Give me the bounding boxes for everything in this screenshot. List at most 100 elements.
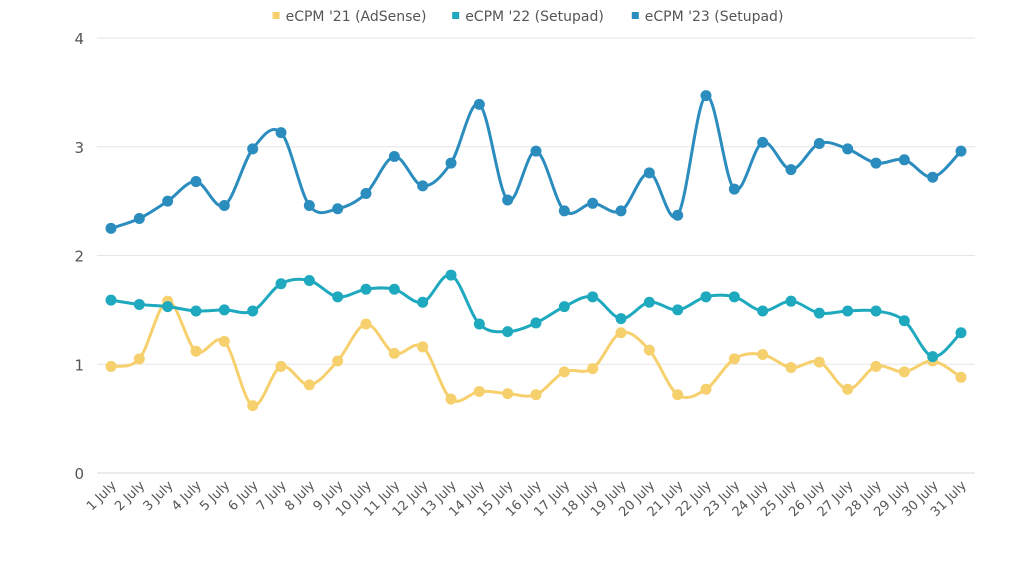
data-point[interactable] bbox=[190, 345, 202, 357]
legend-item[interactable]: eCPM '21 (AdSense) bbox=[272, 9, 427, 25]
data-point[interactable] bbox=[502, 194, 514, 206]
data-point[interactable] bbox=[417, 296, 429, 308]
data-point[interactable] bbox=[558, 301, 570, 313]
data-point[interactable] bbox=[388, 347, 400, 359]
data-point[interactable] bbox=[247, 305, 259, 317]
data-point[interactable] bbox=[218, 199, 230, 211]
data-point[interactable] bbox=[247, 400, 259, 412]
data-point[interactable] bbox=[842, 383, 854, 395]
legend-item[interactable]: eCPM '23 (Setupad) bbox=[631, 9, 784, 25]
data-point[interactable] bbox=[275, 127, 287, 139]
data-point[interactable] bbox=[247, 143, 259, 155]
data-point[interactable] bbox=[473, 318, 485, 330]
data-point[interactable] bbox=[785, 164, 797, 176]
data-point[interactable] bbox=[275, 278, 287, 290]
data-point[interactable] bbox=[162, 195, 174, 207]
data-point[interactable] bbox=[587, 363, 599, 375]
data-point[interactable] bbox=[473, 98, 485, 110]
data-point[interactable] bbox=[162, 301, 174, 313]
data-point[interactable] bbox=[360, 188, 372, 200]
data-point[interactable] bbox=[898, 154, 910, 166]
data-point[interactable] bbox=[133, 298, 145, 310]
data-point[interactable] bbox=[218, 335, 230, 347]
data-point[interactable] bbox=[870, 305, 882, 317]
data-point[interactable] bbox=[672, 304, 684, 316]
data-point[interactable] bbox=[218, 304, 230, 316]
data-point[interactable] bbox=[275, 360, 287, 372]
data-point[interactable] bbox=[388, 283, 400, 295]
data-point[interactable] bbox=[303, 275, 315, 287]
data-point[interactable] bbox=[105, 294, 117, 306]
data-point[interactable] bbox=[303, 379, 315, 391]
data-point[interactable] bbox=[643, 344, 655, 356]
y-tick-label: 4 bbox=[74, 30, 84, 48]
data-point[interactable] bbox=[785, 362, 797, 374]
data-point[interactable] bbox=[757, 136, 769, 148]
data-point[interactable] bbox=[785, 295, 797, 307]
data-point[interactable] bbox=[445, 269, 457, 281]
data-point[interactable] bbox=[445, 393, 457, 405]
data-point[interactable] bbox=[105, 222, 117, 234]
data-point[interactable] bbox=[813, 356, 825, 368]
data-point[interactable] bbox=[615, 205, 627, 217]
data-point[interactable] bbox=[360, 283, 372, 295]
data-point[interactable] bbox=[360, 318, 372, 330]
data-point[interactable] bbox=[615, 313, 627, 325]
data-point[interactable] bbox=[955, 145, 967, 157]
data-point[interactable] bbox=[502, 388, 514, 400]
data-point[interactable] bbox=[898, 315, 910, 327]
data-point[interactable] bbox=[587, 197, 599, 209]
data-point[interactable] bbox=[332, 291, 344, 303]
data-point[interactable] bbox=[757, 348, 769, 360]
data-point[interactable] bbox=[728, 183, 740, 195]
data-point[interactable] bbox=[332, 203, 344, 215]
data-point[interactable] bbox=[587, 291, 599, 303]
y-tick-label: 1 bbox=[74, 356, 84, 374]
data-point[interactable] bbox=[417, 180, 429, 192]
data-point[interactable] bbox=[672, 209, 684, 221]
data-point[interactable] bbox=[700, 291, 712, 303]
data-point[interactable] bbox=[558, 366, 570, 378]
data-point[interactable] bbox=[643, 296, 655, 308]
data-point[interactable] bbox=[332, 355, 344, 367]
data-point[interactable] bbox=[133, 353, 145, 365]
data-point[interactable] bbox=[303, 199, 315, 211]
data-point[interactable] bbox=[813, 137, 825, 149]
data-point[interactable] bbox=[700, 383, 712, 395]
data-point[interactable] bbox=[842, 143, 854, 155]
data-point[interactable] bbox=[955, 327, 967, 339]
data-point[interactable] bbox=[898, 366, 910, 378]
data-point[interactable] bbox=[643, 167, 655, 179]
data-point[interactable] bbox=[530, 317, 542, 329]
legend-item[interactable]: eCPM '22 (Setupad) bbox=[452, 9, 604, 25]
data-point[interactable] bbox=[445, 157, 457, 169]
x-tick-label: 4 July bbox=[169, 478, 205, 514]
legend-swatch bbox=[452, 12, 460, 19]
data-point[interactable] bbox=[133, 213, 145, 225]
data-point[interactable] bbox=[530, 145, 542, 157]
data-point[interactable] bbox=[615, 327, 627, 339]
data-point[interactable] bbox=[473, 385, 485, 397]
data-point[interactable] bbox=[672, 389, 684, 401]
data-point[interactable] bbox=[927, 351, 939, 363]
data-point[interactable] bbox=[530, 389, 542, 401]
data-point[interactable] bbox=[700, 90, 712, 102]
data-point[interactable] bbox=[105, 360, 117, 372]
data-point[interactable] bbox=[728, 353, 740, 365]
x-tick-label: 2 July bbox=[112, 478, 148, 514]
data-point[interactable] bbox=[190, 176, 202, 188]
data-point[interactable] bbox=[842, 305, 854, 317]
data-point[interactable] bbox=[558, 205, 570, 217]
data-point[interactable] bbox=[728, 291, 740, 303]
data-point[interactable] bbox=[417, 341, 429, 353]
data-point[interactable] bbox=[870, 157, 882, 169]
data-point[interactable] bbox=[502, 326, 514, 338]
data-point[interactable] bbox=[927, 171, 939, 183]
data-point[interactable] bbox=[813, 307, 825, 319]
data-point[interactable] bbox=[388, 151, 400, 163]
data-point[interactable] bbox=[190, 305, 202, 317]
data-point[interactable] bbox=[757, 305, 769, 317]
data-point[interactable] bbox=[870, 360, 882, 372]
data-point[interactable] bbox=[955, 371, 967, 383]
